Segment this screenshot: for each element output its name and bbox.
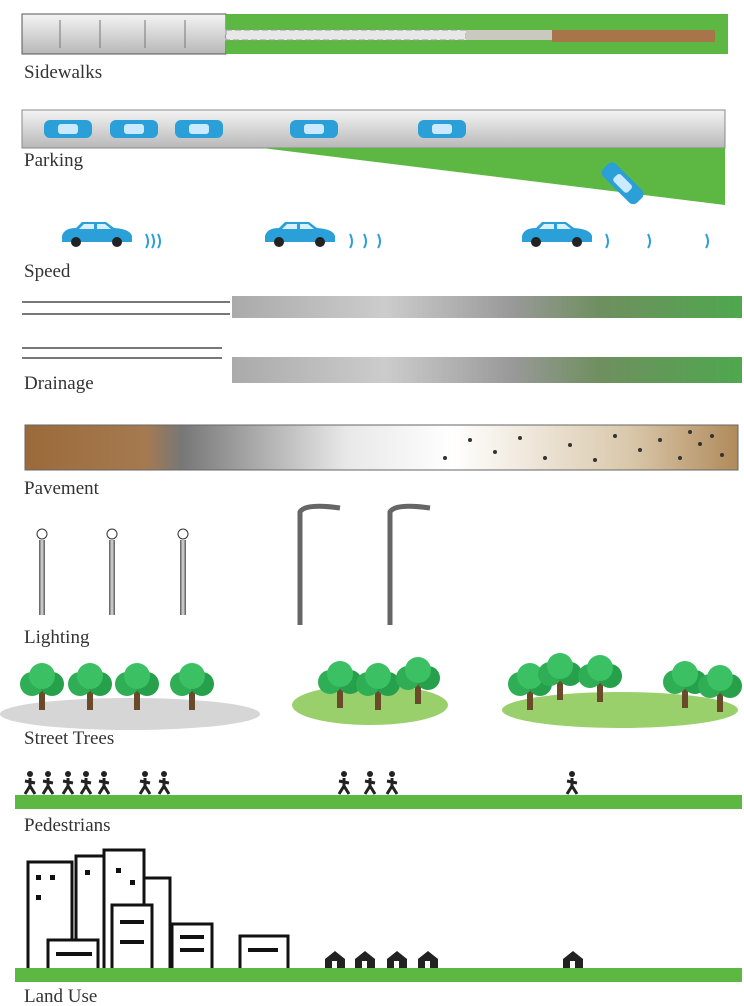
lamp-posts xyxy=(37,506,430,625)
row-label: Sidewalks xyxy=(24,62,102,83)
path-strip xyxy=(226,30,466,40)
sidewalk-strip xyxy=(22,14,226,54)
speed-lines xyxy=(146,234,160,248)
row-label: Lighting xyxy=(24,627,90,648)
ground-strip xyxy=(15,795,742,809)
speed-lines xyxy=(606,234,708,248)
houses xyxy=(325,951,583,968)
transect-diagram: Sidewalks Parking Speed Drainage Pavemen… xyxy=(0,0,744,1006)
drainage-treatment xyxy=(232,357,742,383)
edge-treatment xyxy=(232,296,742,318)
lawn-wedge xyxy=(262,148,725,205)
row-label: Drainage xyxy=(24,373,94,394)
pedestrians xyxy=(25,771,577,794)
parked-car xyxy=(290,120,338,138)
parked-car xyxy=(110,120,158,138)
parked-car xyxy=(175,120,223,138)
row-label: Speed xyxy=(24,261,71,282)
row-label: Land Use xyxy=(24,986,97,1006)
parked-car xyxy=(44,120,92,138)
dirt-strip xyxy=(552,30,715,42)
speed-lines xyxy=(350,234,380,248)
curb-lines xyxy=(22,302,230,314)
page: Sidewalks Parking Speed Drainage Pavemen… xyxy=(0,0,744,1006)
pavement-strip xyxy=(25,425,738,470)
ground-strip xyxy=(15,968,742,982)
row-label: Pavement xyxy=(24,478,100,499)
lawn xyxy=(502,692,738,728)
gutter-lines xyxy=(22,348,222,358)
car xyxy=(265,222,335,247)
row-label: Pedestrians xyxy=(24,815,111,836)
row-label: Parking xyxy=(24,150,84,171)
gravel-strip xyxy=(466,30,552,40)
car xyxy=(522,222,592,247)
row-label: Street Trees xyxy=(24,728,114,749)
car xyxy=(62,222,132,247)
parked-car xyxy=(418,120,466,138)
